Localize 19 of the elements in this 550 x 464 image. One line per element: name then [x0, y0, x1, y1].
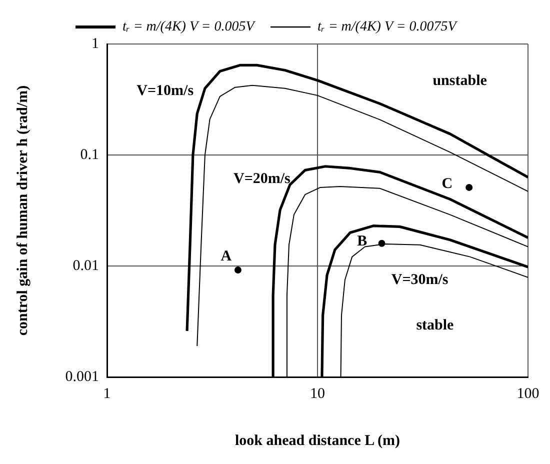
annotation: V=10m/s	[136, 83, 194, 100]
annotation: C	[442, 176, 453, 192]
x-tick-label: 10	[310, 386, 325, 402]
x-tick-label: 1	[103, 386, 111, 402]
y-tick-label: 0.001	[65, 368, 99, 385]
y-axis-title: control gain of human driver h (rad/m)	[14, 85, 31, 336]
x-axis-title: look ahead distance L (m)	[234, 432, 400, 449]
y-tick-label: 0.1	[80, 146, 99, 163]
y-tick-label: 1	[92, 36, 99, 52]
annotation: stable	[416, 317, 454, 334]
annotation: V=20m/s	[233, 171, 291, 188]
y-tick-label: 0.01	[72, 258, 99, 274]
legend-label: tᵣ = m/(4K) V = 0.0075V	[318, 20, 458, 35]
x-tick-label: 100	[516, 386, 540, 402]
annotation: A	[220, 248, 232, 265]
legend-label: tᵣ = m/(4K) V = 0.005V	[122, 20, 256, 35]
annotation: V=30m/s	[391, 272, 448, 288]
annotation: B	[357, 234, 368, 250]
annotation: unstable	[432, 73, 488, 90]
